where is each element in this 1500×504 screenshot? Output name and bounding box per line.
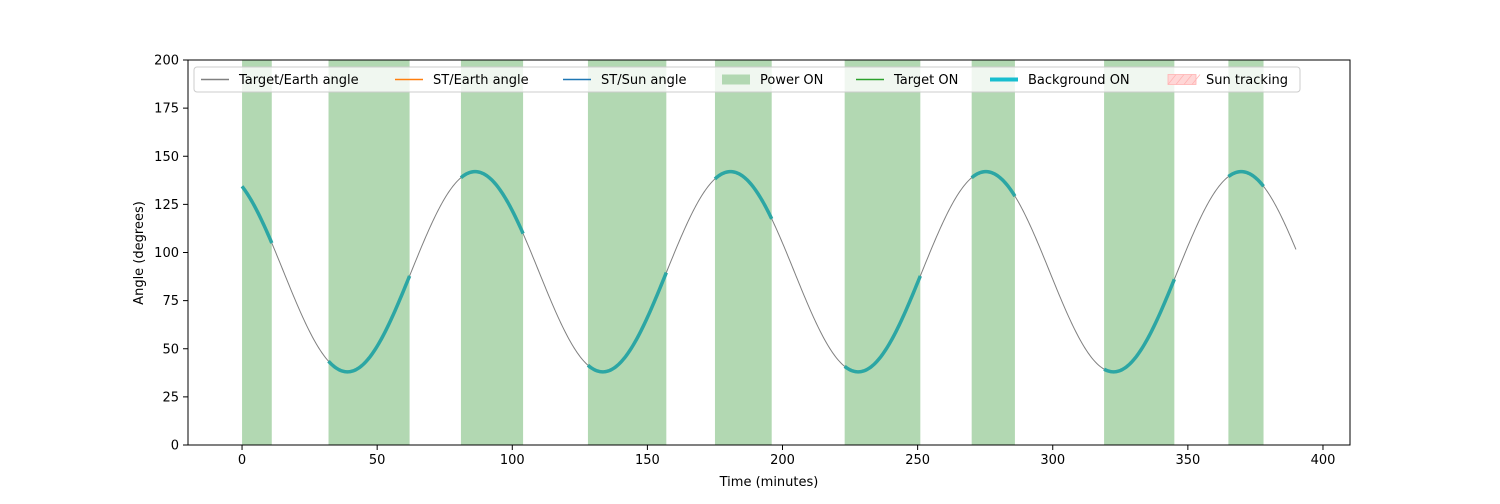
legend-label: Target/Earth angle [238,73,359,88]
y-tick-label: 150 [154,150,179,165]
background-on-segment [240,185,274,244]
x-tick-label: 400 [1311,453,1336,468]
legend-label: ST/Sun angle [601,73,687,88]
x-tick-label: 50 [369,453,386,468]
y-tick-label: 75 [162,294,179,309]
y-axis-label: Angle (degrees) [132,201,147,305]
legend-swatch-hatch [1191,74,1201,85]
background-on-segment [586,271,668,374]
legend-label: Power ON [760,73,823,88]
x-tick-label: 250 [905,453,930,468]
legend-swatch [722,74,750,85]
x-tick-label: 200 [770,453,795,468]
legend-label: Sun tracking [1206,73,1288,88]
power-on-span [328,60,410,445]
background-on-segment [327,275,412,374]
power-on-span [1104,60,1175,445]
background-on-segment [713,169,774,220]
legend-label: ST/Earth angle [433,73,529,88]
y-tick-label: 50 [162,342,179,357]
y-tick-label: 200 [154,54,179,69]
power-on-span [844,60,921,445]
x-axis-label: Time (minutes) [719,475,819,490]
legend-label: Target ON [893,73,958,88]
y-tick-label: 175 [154,102,179,117]
y-tick-label: 0 [171,439,179,454]
x-tick-label: 100 [500,453,525,468]
x-tick-label: 300 [1040,453,1065,468]
y-tick-label: 25 [162,390,179,405]
power-on-span [1228,60,1264,445]
background-on-segment [459,169,525,235]
background-on-segment [843,275,922,374]
background-on-segment [970,169,1017,198]
power-on-span [714,60,772,445]
plot-layer [240,60,1297,445]
power-on-span [587,60,667,445]
power-on-span [242,60,272,445]
ticks-layer: 0 50 100 150 200 250 300 350 400 0 25 50 75 100 125 150… [154,54,1335,469]
legend-label: Background ON [1028,73,1130,88]
background-on-segment [1103,278,1176,374]
power-on-span [971,60,1015,445]
legend: Target/Earth angle ST/Earth angle ST/Sun a… [193,66,1301,93]
power-on-span [460,60,524,445]
background-on-segment [1227,169,1265,188]
x-tick-label: 350 [1175,453,1200,468]
y-tick-label: 100 [154,246,179,261]
legend-swatch-hatch [1167,74,1177,85]
legend-swatch-hatch [1175,74,1185,85]
x-tick-label: 0 [238,453,246,468]
legend-swatch-hatch [1183,74,1193,85]
x-tick-label: 150 [635,453,660,468]
y-tick-label: 125 [154,198,179,213]
